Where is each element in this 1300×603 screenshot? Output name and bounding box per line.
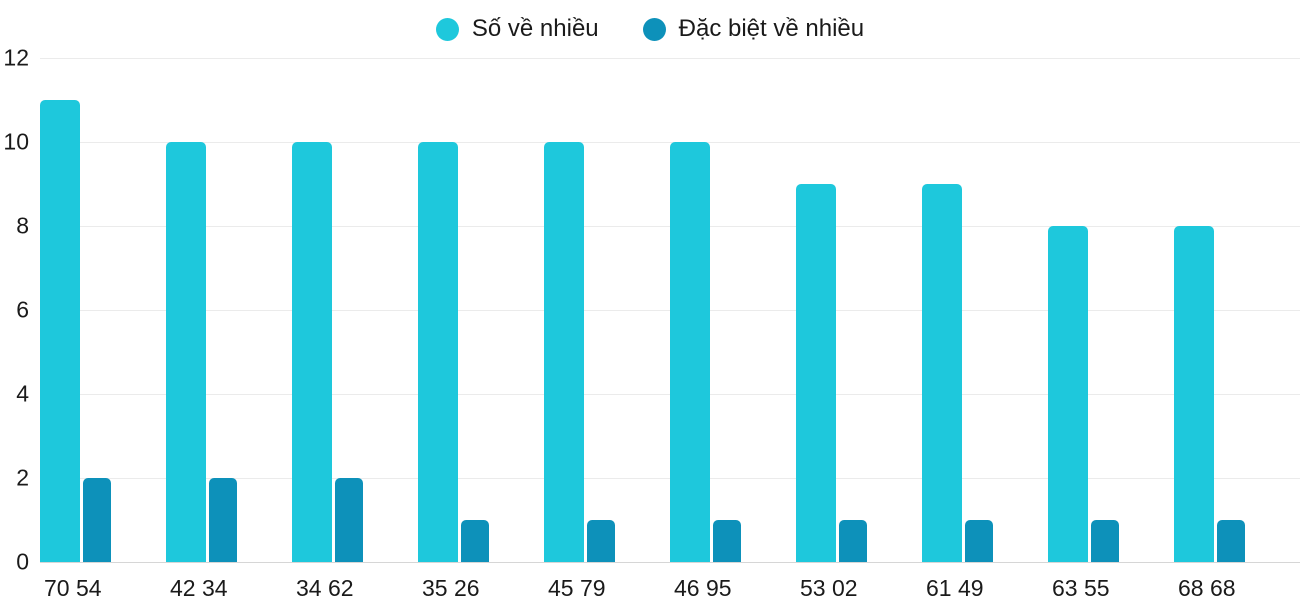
bar-group (1174, 58, 1300, 562)
x-axis-tick: 42 34 (166, 563, 292, 603)
legend-label: Số về nhiều (471, 15, 599, 42)
bar-dac-biet-ve-nhieu[interactable] (209, 478, 237, 562)
y-axis-tick-label: 4 (16, 380, 29, 407)
axis-baseline (40, 562, 1300, 563)
bar-dac-biet-ve-nhieu[interactable] (461, 520, 489, 562)
x-axis-tick: 70 54 (40, 563, 166, 603)
bar-so-ve-nhieu[interactable] (796, 184, 836, 562)
bar-so-ve-nhieu[interactable] (1048, 226, 1088, 562)
bar-dac-biet-ve-nhieu[interactable] (965, 520, 993, 562)
bar-dac-biet-ve-nhieu[interactable] (1217, 520, 1245, 562)
y-axis-tick-label: 2 (16, 464, 29, 491)
x-axis-tick: 45 79 (544, 563, 670, 603)
x-axis-tick-label: 34 62 (296, 575, 354, 601)
bar-so-ve-nhieu[interactable] (670, 142, 710, 562)
legend-marker-circle-icon (642, 17, 666, 41)
x-axis-tick-label: 68 68 (1178, 575, 1236, 601)
bar-group (292, 58, 418, 562)
x-axis-tick-label: 61 49 (926, 575, 984, 601)
x-axis-tick-label: 45 79 (548, 575, 606, 601)
bar-group (922, 58, 1048, 562)
bar-group (1048, 58, 1174, 562)
x-axis-tick: 35 26 (418, 563, 544, 603)
bar-dac-biet-ve-nhieu[interactable] (335, 478, 363, 562)
bar-so-ve-nhieu[interactable] (1174, 226, 1214, 562)
y-axis-tick-label: 10 (3, 128, 29, 155)
x-axis-tick-label: 53 02 (800, 575, 858, 601)
bar-dac-biet-ve-nhieu[interactable] (839, 520, 867, 562)
x-axis-tick-label: 35 26 (422, 575, 480, 601)
bar-group (670, 58, 796, 562)
x-axis-tick: 53 02 (796, 563, 922, 603)
bar-so-ve-nhieu[interactable] (544, 142, 584, 562)
bar-dac-biet-ve-nhieu[interactable] (83, 478, 111, 562)
x-axis-tick: 63 55 (1048, 563, 1174, 603)
bar-so-ve-nhieu[interactable] (418, 142, 458, 562)
chart-legend: Số về nhiều Đặc biệt về nhiều (0, 0, 1300, 58)
legend-item-dac-biet-ve-nhieu[interactable]: Đặc biệt về nhiều (642, 15, 865, 42)
y-axis-tick-label: 8 (16, 212, 29, 239)
bar-so-ve-nhieu[interactable] (40, 100, 80, 562)
y-axis-tick-label: 0 (16, 548, 29, 575)
x-axis-tick-label: 46 95 (674, 575, 732, 601)
grid-area (40, 58, 1300, 563)
bar-dac-biet-ve-nhieu[interactable] (1091, 520, 1119, 562)
bar-group (544, 58, 670, 562)
bar-so-ve-nhieu[interactable] (922, 184, 962, 562)
bars-layer (40, 58, 1300, 562)
x-axis-tick: 46 95 (670, 563, 796, 603)
bar-so-ve-nhieu[interactable] (166, 142, 206, 562)
legend-item-so-ve-nhieu[interactable]: Số về nhiều (435, 15, 599, 42)
x-axis-tick-label: 63 55 (1052, 575, 1110, 601)
x-axis-tick: 61 49 (922, 563, 1048, 603)
bar-dac-biet-ve-nhieu[interactable] (587, 520, 615, 562)
bar-group (418, 58, 544, 562)
x-axis-tick-label: 42 34 (170, 575, 228, 601)
x-axis: 70 54 42 34 34 62 35 26 45 79 46 95 53 02 61 49… (40, 563, 1300, 603)
legend-label: Đặc biệt về nhiều (678, 15, 865, 42)
x-axis-tick: 68 68 (1174, 563, 1300, 603)
bar-so-ve-nhieu[interactable] (292, 142, 332, 562)
y-axis-tick-label: 6 (16, 296, 29, 323)
bar-group (796, 58, 922, 562)
gridline (40, 58, 1300, 59)
y-axis-tick-label: 12 (3, 44, 29, 71)
bar-group (40, 58, 166, 562)
gridline (40, 142, 1300, 143)
x-axis-tick-label: 70 54 (44, 575, 102, 601)
plot-area: 0 2 4 6 8 10 12 70 54 42 34 34 62 35 26 45 79 46 95… (0, 46, 1300, 603)
bar-dac-biet-ve-nhieu[interactable] (713, 520, 741, 562)
bar-group (166, 58, 292, 562)
x-axis-tick: 34 62 (292, 563, 418, 603)
legend-marker-circle-icon (435, 17, 459, 41)
y-axis: 0 2 4 6 8 10 12 (0, 46, 40, 573)
